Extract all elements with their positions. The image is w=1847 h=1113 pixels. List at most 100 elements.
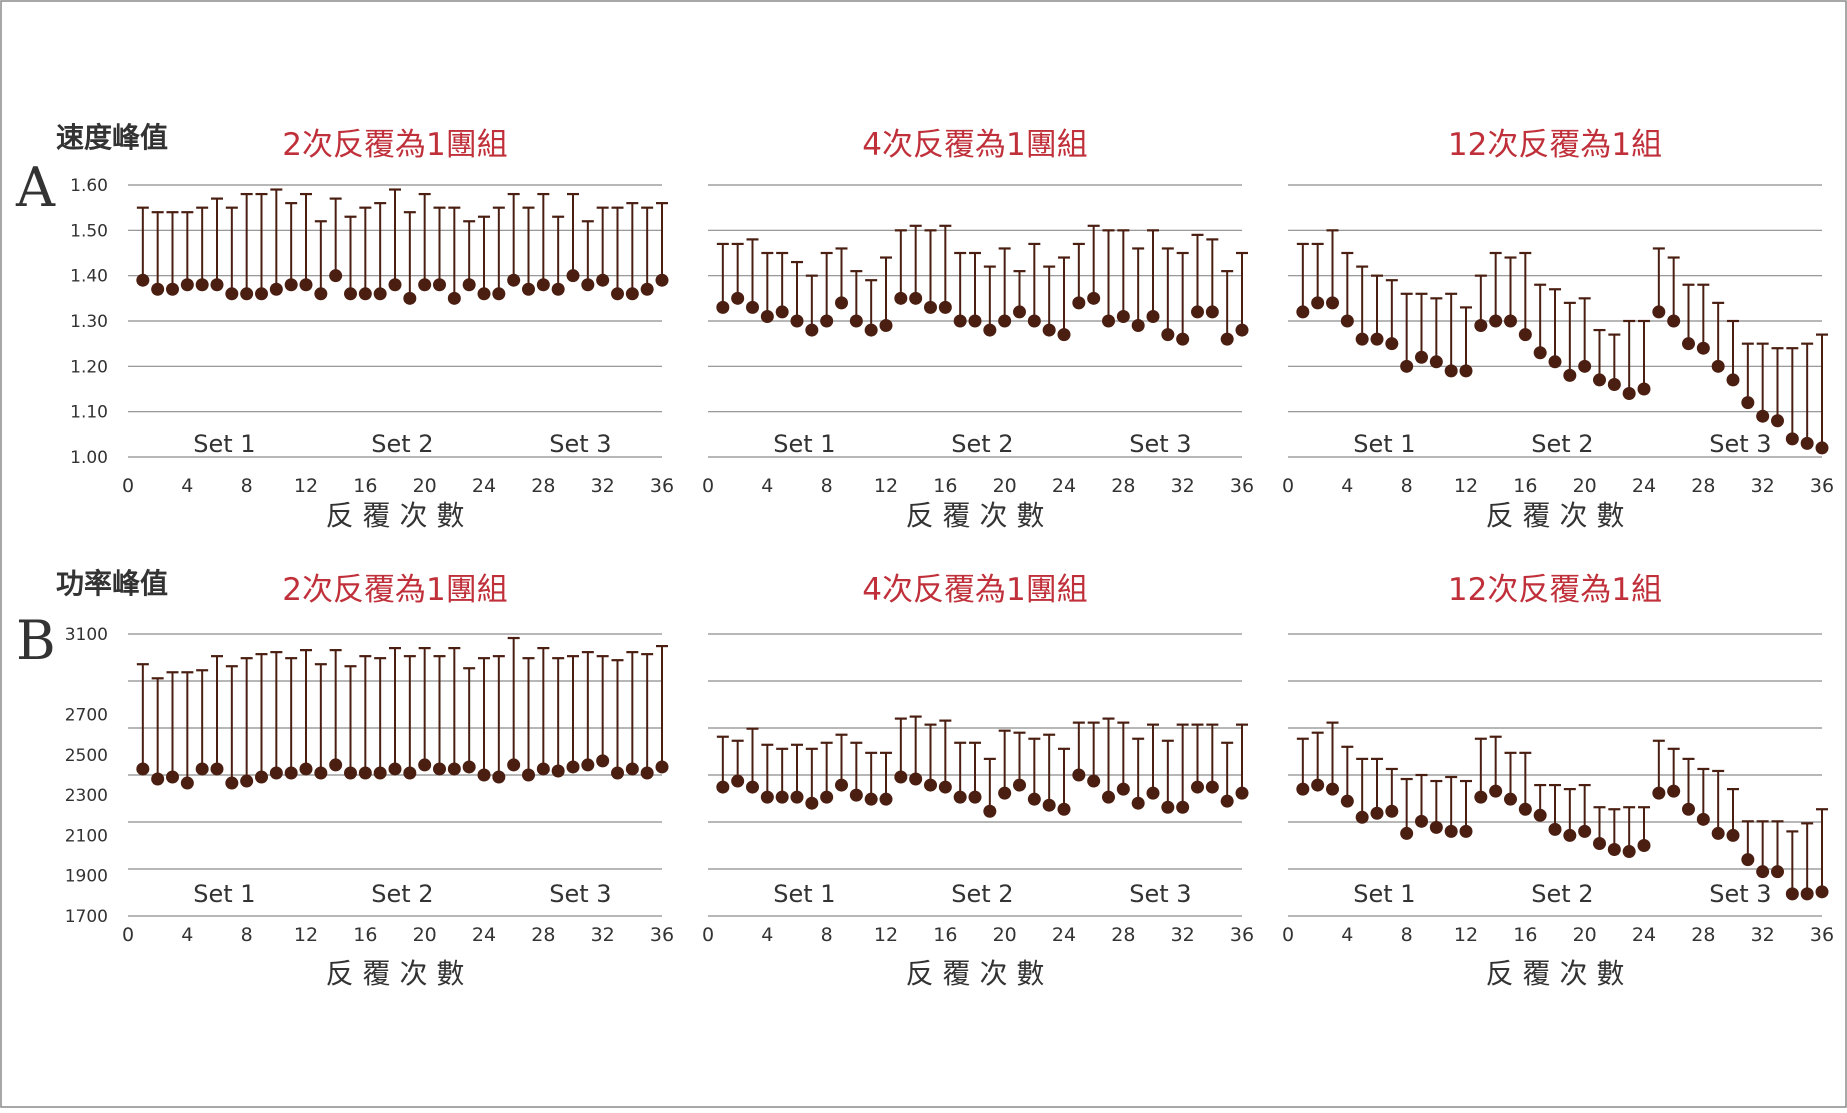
x-tick-label: 8 xyxy=(241,475,253,497)
data-point xyxy=(344,766,357,780)
data-point xyxy=(462,760,476,774)
y-tick-label: 2500 xyxy=(65,746,108,766)
set-label: Set 2 xyxy=(1531,430,1593,458)
data-point xyxy=(1057,328,1071,342)
data-point xyxy=(269,282,283,296)
x-tick-label: 20 xyxy=(413,475,437,497)
data-point xyxy=(1116,782,1130,796)
data-point xyxy=(477,768,491,782)
x-tick-label: 24 xyxy=(1632,475,1656,497)
data-point xyxy=(1652,786,1666,800)
data-point xyxy=(655,760,669,774)
data-point xyxy=(1682,337,1695,351)
data-point xyxy=(418,758,432,772)
data-point xyxy=(1013,305,1026,319)
data-point xyxy=(1161,800,1175,814)
data-point xyxy=(1326,782,1339,796)
data-point xyxy=(746,300,759,314)
data-point xyxy=(299,762,313,776)
x-tick-label: 20 xyxy=(1573,924,1597,946)
row-b-letter: B xyxy=(16,609,56,672)
data-point xyxy=(195,278,209,292)
data-point xyxy=(1370,806,1384,820)
data-point xyxy=(1785,432,1799,446)
data-point xyxy=(1131,796,1145,810)
data-point xyxy=(1667,784,1681,798)
x-axis-label: 反 覆 次 數 xyxy=(326,499,465,532)
data-point xyxy=(775,305,789,319)
data-point xyxy=(1696,812,1710,826)
data-point xyxy=(388,762,402,776)
data-point xyxy=(1429,355,1443,369)
data-point xyxy=(938,780,952,794)
data-point xyxy=(1415,350,1428,364)
data-point xyxy=(611,766,624,780)
data-point xyxy=(879,792,893,806)
data-point xyxy=(805,796,819,810)
x-tick-label: 36 xyxy=(650,924,674,946)
data-point xyxy=(746,780,759,794)
data-point xyxy=(1518,328,1532,342)
data-point xyxy=(210,762,224,776)
data-point xyxy=(1355,332,1369,346)
data-point xyxy=(1459,364,1473,378)
data-point xyxy=(522,768,535,782)
row-a-letter: A xyxy=(15,156,56,219)
data-point xyxy=(1474,319,1488,333)
data-point xyxy=(269,766,283,780)
data-point xyxy=(180,278,194,292)
data-point xyxy=(1220,332,1234,346)
data-point xyxy=(1235,786,1249,800)
data-point xyxy=(373,287,387,301)
x-tick-label: 36 xyxy=(1810,475,1834,497)
set-label: Set 3 xyxy=(1709,880,1771,908)
data-point xyxy=(864,792,878,806)
data-point xyxy=(418,278,432,292)
data-point xyxy=(388,278,402,292)
data-point xyxy=(1533,346,1547,360)
data-point xyxy=(1607,843,1621,857)
data-point xyxy=(1726,828,1740,842)
data-point xyxy=(225,776,239,790)
data-point xyxy=(358,287,372,301)
data-point xyxy=(373,766,387,780)
data-point xyxy=(329,269,343,283)
data-point xyxy=(1326,296,1339,310)
row-b-metric: 功率峰值 xyxy=(56,567,168,600)
chart-title: 2次反覆為1團組 xyxy=(282,127,507,163)
data-point xyxy=(1756,409,1770,423)
set-label: Set 2 xyxy=(371,880,433,908)
set-label: Set 1 xyxy=(193,880,255,908)
data-point xyxy=(536,762,550,776)
set-label: Set 2 xyxy=(371,430,433,458)
data-point xyxy=(760,790,774,804)
data-point xyxy=(1622,845,1636,859)
data-point xyxy=(894,291,908,305)
data-point xyxy=(284,278,298,292)
data-point xyxy=(1296,305,1310,319)
data-point xyxy=(731,291,745,305)
data-point xyxy=(358,766,372,780)
x-tick-label: 28 xyxy=(1691,924,1715,946)
data-point xyxy=(1696,341,1710,355)
x-tick-label: 12 xyxy=(874,924,898,946)
data-point xyxy=(731,774,745,788)
data-point xyxy=(507,273,521,287)
y-tick-label: 1.20 xyxy=(70,357,108,377)
data-point xyxy=(909,772,923,786)
data-point xyxy=(136,273,150,287)
data-point xyxy=(1652,305,1666,319)
data-point xyxy=(1191,780,1204,794)
data-point xyxy=(1385,804,1399,818)
x-tick-label: 16 xyxy=(1513,924,1537,946)
data-point xyxy=(1771,865,1784,879)
data-point xyxy=(1741,396,1755,410)
data-point xyxy=(1205,305,1219,319)
x-tick-label: 12 xyxy=(1454,475,1478,497)
